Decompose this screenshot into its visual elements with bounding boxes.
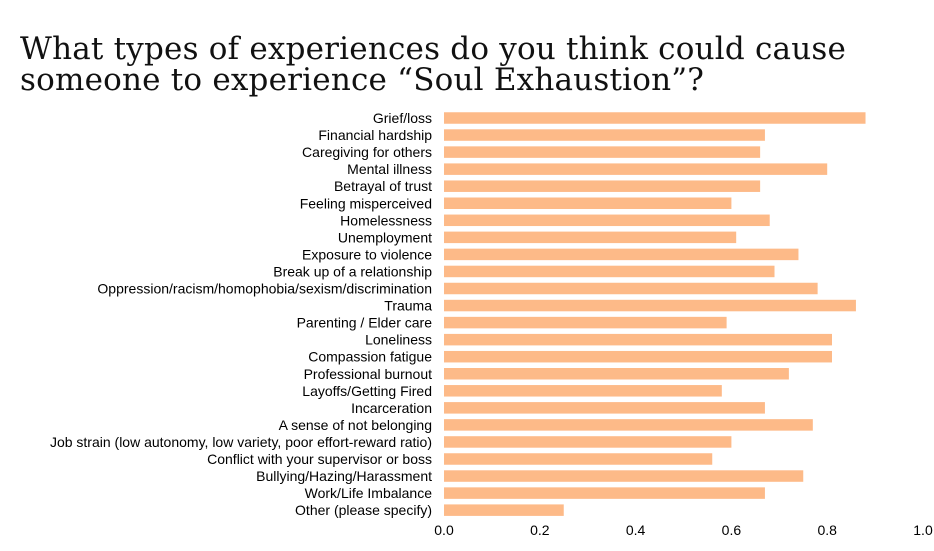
- bar: [444, 419, 813, 431]
- x-tick-label: 0.6: [722, 522, 742, 538]
- x-tick-label: 0.2: [530, 522, 550, 538]
- x-tick-label: 0.4: [626, 522, 646, 538]
- category-label: Homelessness: [340, 212, 432, 228]
- category-label: Professional burnout: [304, 366, 433, 382]
- category-label: Layoffs/Getting Fired: [302, 383, 432, 399]
- category-label: Other (please specify): [295, 502, 432, 518]
- bar: [444, 112, 866, 124]
- category-label: Conflict with your supervisor or boss: [207, 451, 432, 467]
- bar: [444, 333, 832, 346]
- category-label: Job strain (low autonomy, low variety, p…: [50, 434, 432, 450]
- bar: [444, 436, 732, 448]
- bar: [444, 231, 737, 244]
- category-label: Unemployment: [338, 229, 432, 245]
- bar: [444, 402, 765, 414]
- category-label: Break up of a relationship: [273, 263, 432, 279]
- x-tick-label: 0.0: [434, 522, 454, 538]
- bar: [444, 180, 761, 192]
- chart-title: What types of experiences do you think c…: [20, 34, 920, 96]
- category-label: Work/Life Imbalance: [305, 485, 433, 501]
- chart-title-line-2: someone to experience “Soul Exhaustion”?: [20, 62, 705, 98]
- bar: [444, 265, 775, 278]
- bar: [444, 453, 713, 465]
- category-label: Bullying/Hazing/Harassment: [256, 468, 432, 484]
- x-tick-labels-group: 0.0 0.2 0.4 0.6 0.8 1.0: [434, 522, 933, 538]
- category-label: Exposure to violence: [302, 246, 432, 262]
- bar: [444, 163, 828, 175]
- bar: [444, 129, 765, 141]
- category-label: Parenting / Elder care: [297, 315, 433, 331]
- category-label: Betrayal of trust: [334, 178, 432, 194]
- bar: [444, 316, 727, 329]
- bar: [444, 299, 856, 312]
- bar: [444, 504, 564, 516]
- bar: [444, 470, 804, 482]
- category-label: Grief/loss: [373, 110, 432, 126]
- bar: [444, 146, 761, 158]
- bar: [444, 350, 832, 363]
- x-tick-label: 0.8: [817, 522, 837, 538]
- bar: [444, 214, 770, 227]
- chart-title-line-1: What types of experiences do you think c…: [20, 31, 847, 67]
- category-label: Loneliness: [365, 332, 432, 348]
- bar: [444, 487, 765, 499]
- bar: [444, 197, 732, 209]
- bars-group: [444, 112, 866, 516]
- category-label: Financial hardship: [318, 127, 432, 143]
- category-label: Trauma: [384, 298, 432, 314]
- category-label: A sense of not belonging: [279, 417, 432, 433]
- category-label: Mental illness: [347, 161, 432, 177]
- category-label: Caregiving for others: [302, 144, 432, 160]
- category-label: Compassion fatigue: [308, 349, 432, 365]
- bar: [444, 248, 799, 261]
- category-label: Feeling misperceived: [300, 195, 432, 211]
- bar: [444, 385, 722, 397]
- bar: [444, 282, 818, 295]
- bar: [444, 368, 789, 380]
- category-label: Oppression/racism/homophobia/sexism/disc…: [97, 281, 432, 297]
- x-tick-label: 1.0: [913, 522, 933, 538]
- category-label: Incarceration: [351, 400, 432, 416]
